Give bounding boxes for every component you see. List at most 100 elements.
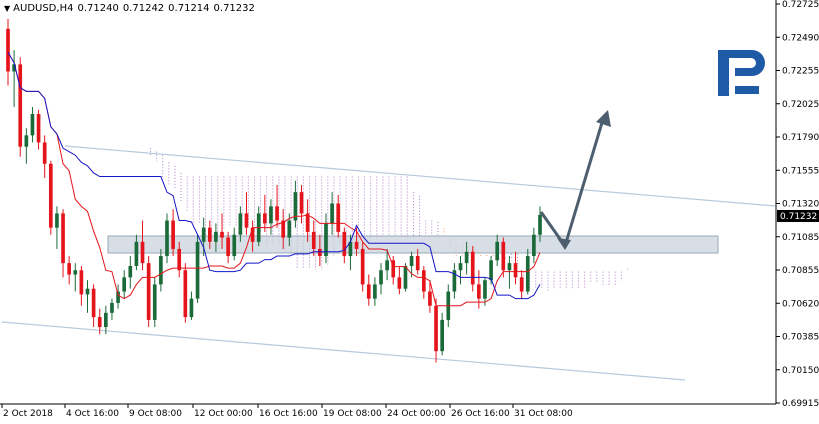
candle-body	[318, 248, 322, 257]
candle-body	[464, 251, 469, 264]
candle-body	[195, 241, 200, 299]
candle-body	[532, 234, 536, 257]
logo-bowl	[729, 50, 765, 76]
candle-body	[305, 213, 310, 232]
forecast-arrowhead-mid	[557, 238, 571, 250]
candle-body	[330, 203, 334, 224]
quote-close: 0.71232	[213, 3, 255, 14]
candle-body	[440, 319, 444, 352]
candle-body	[104, 312, 108, 328]
channel-lower-line	[1, 321, 686, 381]
candle-body	[428, 291, 432, 306]
candle-body	[79, 270, 84, 295]
quote-high: 0.71242	[122, 3, 165, 14]
candle-body	[415, 256, 420, 271]
candle-body	[6, 28, 10, 72]
tenkan-sen-line	[7, 52, 541, 307]
candle-body	[12, 64, 16, 72]
logo-stem	[718, 50, 729, 96]
candle-body	[110, 302, 114, 313]
y-tick-label: 0.70855	[782, 266, 819, 276]
candle-body	[152, 284, 157, 320]
y-tick-label: 0.72255	[782, 67, 819, 77]
candle-body	[379, 270, 383, 285]
kijun-sen-line	[7, 52, 541, 300]
candle-body	[128, 265, 133, 278]
candle-body	[354, 241, 359, 249]
candle-body	[391, 260, 396, 278]
channel-upper-line	[64, 145, 776, 207]
candle-body	[470, 251, 475, 285]
y-tick-label: 0.70620	[782, 299, 819, 309]
y-tick-label: 0.71555	[782, 166, 819, 176]
candle-body	[342, 231, 347, 257]
candle-body	[220, 231, 224, 238]
candle-body	[287, 220, 292, 238]
quote-open: 0.71240	[77, 3, 119, 14]
candle-body	[214, 231, 218, 242]
candle-body	[85, 288, 90, 295]
candle-body	[238, 213, 243, 235]
candle-body	[24, 135, 29, 147]
candle-body	[397, 277, 402, 289]
candle-body	[403, 265, 408, 289]
candle-body	[373, 284, 377, 299]
candle-body	[42, 142, 47, 164]
candle-body	[525, 256, 530, 292]
trend-channel	[1, 145, 776, 381]
forecast-arrow	[539, 110, 611, 250]
candle-body	[244, 213, 249, 228]
candle-body	[226, 237, 230, 257]
candle-body	[201, 227, 206, 242]
x-tick-label: 9 Oct 08:00	[129, 409, 182, 419]
candle-body	[348, 241, 353, 257]
x-tick-label: 26 Oct 16:00	[451, 409, 510, 419]
candle-body	[507, 263, 512, 271]
candle-body	[159, 256, 163, 285]
candle-body	[281, 220, 286, 238]
forecast-arrowhead	[596, 110, 611, 127]
last-price-label: 0.71232	[780, 212, 817, 222]
candle-body	[165, 220, 169, 257]
quote-low: 0.71214	[168, 3, 210, 14]
candle-body	[171, 220, 175, 249]
candle-body	[146, 263, 151, 320]
candle-body	[134, 241, 139, 266]
candle-body	[140, 241, 145, 264]
candle-body	[73, 270, 78, 275]
y-tick-label: 0.71085	[782, 233, 819, 243]
candle-body	[324, 223, 328, 257]
x-tick-label: 16 Oct 16:00	[259, 409, 318, 419]
candle-body	[207, 227, 212, 242]
y-tick-label: 0.72025	[782, 100, 819, 110]
y-tick-label: 0.70385	[782, 333, 819, 343]
candle-body	[360, 248, 365, 285]
candle-body	[513, 263, 518, 278]
candle-body	[250, 227, 255, 242]
candle-body	[385, 260, 389, 271]
candle-body	[48, 163, 53, 228]
dropdown-triangle-icon[interactable]: ▼	[4, 4, 11, 13]
candle-body	[311, 231, 316, 249]
candles	[6, 18, 542, 363]
candle-body	[91, 288, 96, 318]
candle-body	[262, 213, 267, 224]
candle-body	[421, 270, 426, 292]
candle-body	[538, 214, 542, 235]
x-tick-label: 12 Oct 00:00	[194, 409, 253, 419]
last-price-box	[777, 209, 819, 222]
symbol-name: AUDUSD,H4	[13, 3, 74, 14]
candle-body	[67, 263, 71, 275]
candle-body	[519, 277, 524, 292]
y-tick-label: 0.72490	[782, 33, 819, 43]
candle-body	[116, 291, 120, 303]
y-tick-label: 0.72725	[782, 0, 819, 10]
candle-body	[336, 203, 341, 232]
candle-body	[489, 260, 493, 281]
x-tick-label: 4 Oct 16:00	[66, 409, 119, 419]
y-tick-label: 0.70150	[782, 366, 819, 376]
candle-body	[458, 263, 463, 271]
candle-body	[434, 305, 438, 352]
